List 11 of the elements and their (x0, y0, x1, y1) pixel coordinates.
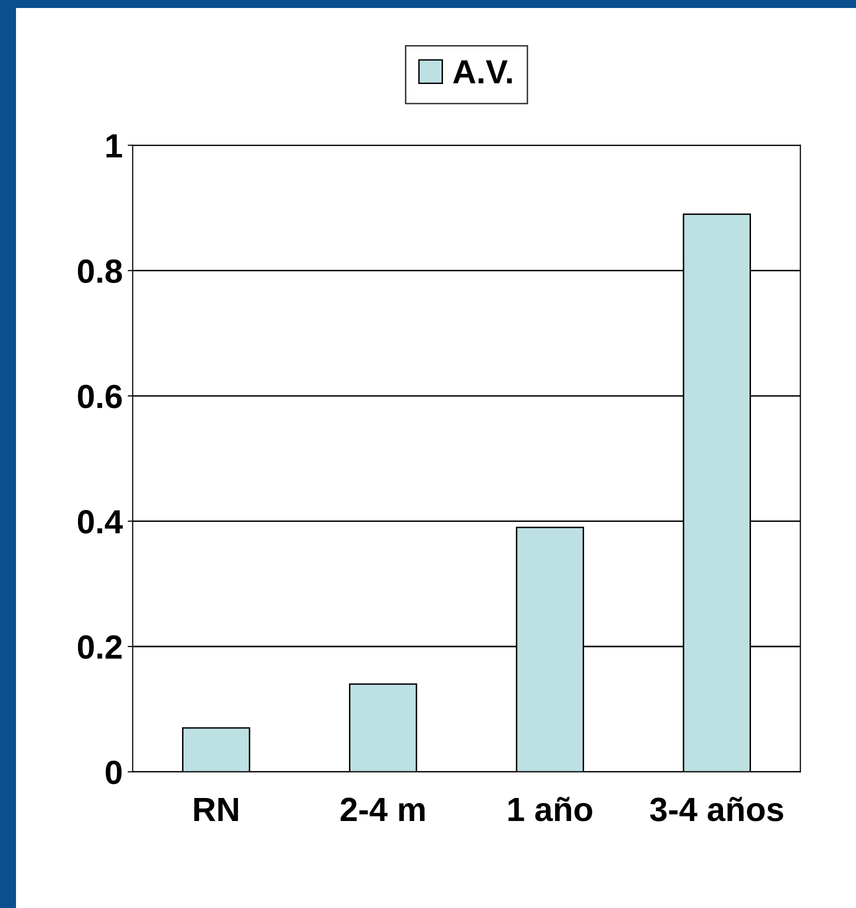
y-tick-label: 0.4 (78, 510, 123, 534)
x-tick-label: 1 año (508, 796, 592, 822)
y-tick-label: 0 (106, 760, 122, 784)
y-tick-label: 1 (106, 134, 122, 158)
x-tick-label: RN (194, 798, 238, 821)
x-tick-label: 2-4 m (340, 798, 425, 821)
y-tick-label: 0.8 (78, 259, 122, 283)
legend-label: A.V. (453, 60, 512, 84)
y-tick-label: 0.2 (78, 635, 122, 659)
y-tick-label: 0.6 (78, 384, 122, 408)
x-tick-label: 3-4 años (650, 796, 784, 822)
